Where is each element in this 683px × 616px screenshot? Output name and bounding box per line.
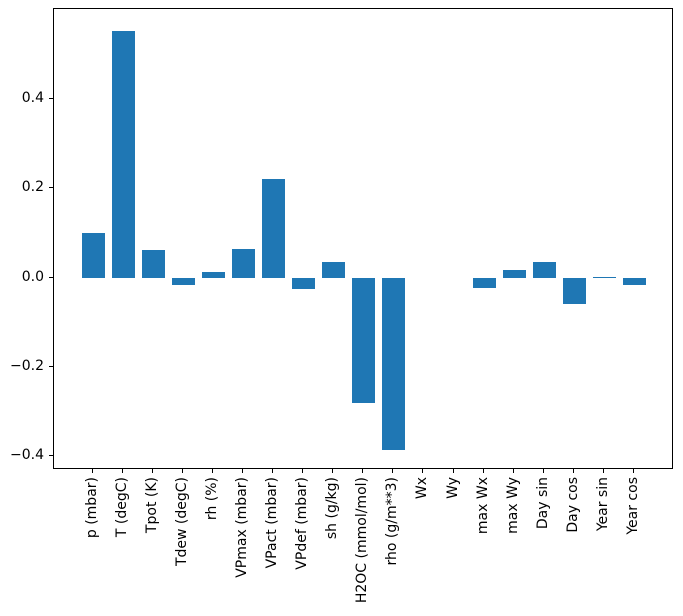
x-tick-label: rh (%): [204, 477, 221, 521]
bar-max-wy: [502, 270, 526, 278]
x-tick-mark: [151, 469, 153, 473]
x-tick-label: Year cos: [624, 477, 641, 535]
x-tick-label: VPmax (mbar): [234, 477, 251, 578]
x-tick-label: T (degC): [113, 477, 130, 538]
y-tick-mark: [49, 98, 53, 100]
y-tick-label: 0.2: [21, 179, 44, 196]
bar-day-sin: [532, 262, 556, 278]
x-tick-mark: [91, 469, 93, 473]
y-tick-label: −0.2: [10, 357, 44, 374]
bar-sh-g-kg: [322, 262, 346, 278]
bar-tdew-degc: [171, 277, 195, 285]
y-tick-mark: [49, 187, 53, 189]
x-tick-mark: [392, 469, 394, 473]
bar-max-wx: [472, 277, 496, 289]
x-tick-label: Tdew (degC): [173, 477, 190, 567]
x-tick-label: Tpot (K): [143, 477, 160, 534]
bar-vpact-mbar: [262, 179, 286, 278]
x-tick-mark: [181, 469, 183, 473]
x-tick-mark: [302, 469, 304, 473]
bar-vpdef-mbar: [292, 277, 316, 289]
x-tick-label: rho (g/m**3): [384, 477, 401, 566]
y-tick-label: 0.0: [21, 268, 44, 285]
bar-year-cos: [622, 277, 646, 286]
y-tick-label: −0.4: [10, 447, 44, 464]
bar-vpmax-mbar: [232, 248, 256, 278]
x-tick-label: H2OC (mmol/mol): [354, 477, 371, 604]
x-tick-mark: [242, 469, 244, 473]
bar-rh: [202, 272, 226, 278]
bar-t-degc: [111, 31, 135, 278]
x-tick-mark: [482, 469, 484, 473]
x-tick-mark: [121, 469, 123, 473]
bar-h2oc-mmol-mol: [352, 277, 376, 404]
bar-rho-g-m-3: [382, 277, 406, 451]
x-tick-mark: [422, 469, 424, 473]
x-tick-label: Year sin: [594, 477, 611, 532]
x-tick-mark: [542, 469, 544, 473]
bar-day-cos: [562, 277, 586, 305]
x-tick-mark: [572, 469, 574, 473]
x-tick-mark: [332, 469, 334, 473]
x-tick-label: max Wx: [474, 477, 491, 535]
plot-area: [53, 8, 673, 469]
x-tick-label: Day cos: [564, 477, 581, 533]
x-tick-label: Day sin: [534, 477, 551, 530]
y-tick-mark: [49, 365, 53, 367]
x-tick-label: sh (g/kg): [324, 477, 341, 540]
x-tick-mark: [602, 469, 604, 473]
y-tick-mark: [49, 455, 53, 457]
x-tick-mark: [362, 469, 364, 473]
bar-year-sin: [592, 276, 616, 278]
x-tick-mark: [512, 469, 514, 473]
y-tick-mark: [49, 276, 53, 278]
x-tick-label: VPact (mbar): [264, 477, 281, 569]
bar-p-mbar: [81, 233, 105, 278]
x-tick-mark: [632, 469, 634, 473]
x-tick-label: p (mbar): [83, 477, 100, 539]
x-tick-mark: [212, 469, 214, 473]
bar-tpot-k: [141, 249, 165, 278]
x-tick-label: Wy: [444, 477, 461, 499]
x-tick-label: Wx: [414, 477, 431, 500]
x-tick-label: VPdef (mbar): [294, 477, 311, 570]
x-tick-mark: [272, 469, 274, 473]
x-tick-mark: [452, 469, 454, 473]
x-tick-label: max Wy: [504, 477, 521, 534]
y-tick-label: 0.4: [21, 90, 44, 107]
